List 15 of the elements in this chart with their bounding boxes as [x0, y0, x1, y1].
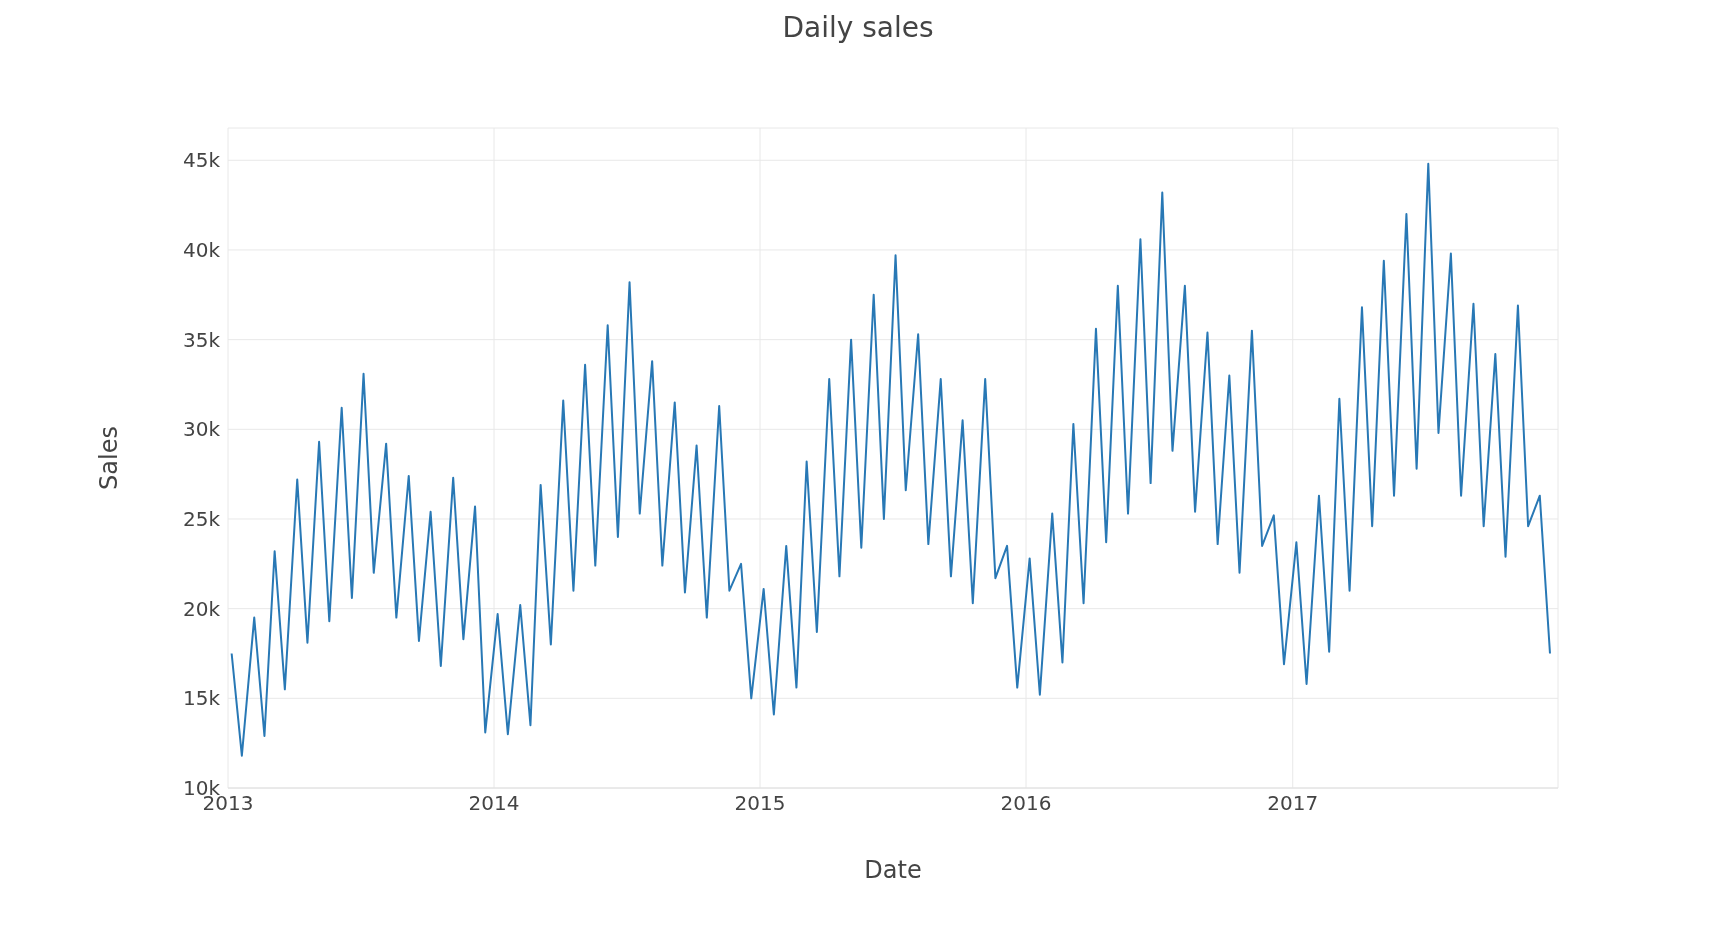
y-tick-label: 15k — [182, 686, 221, 711]
y-tick-label: 25k — [182, 507, 221, 532]
x-axis-title: Date — [864, 856, 922, 884]
line-series — [230, 162, 1551, 757]
y-tick-label: 30k — [182, 417, 221, 442]
y-tick-label: 45k — [182, 148, 221, 173]
x-tick-label: 2017 — [1267, 791, 1319, 816]
y-axis-title: Sales — [94, 426, 123, 490]
x-tick-label: 2016 — [1000, 791, 1052, 816]
y-tick-label: 40k — [182, 238, 221, 263]
y-tick-label: 35k — [182, 327, 221, 352]
y-tick-label: 20k — [182, 596, 221, 621]
x-tick-label: 2015 — [734, 791, 786, 816]
chart-title: Daily sales — [781, 10, 935, 46]
x-tick-label: 2014 — [468, 791, 520, 816]
